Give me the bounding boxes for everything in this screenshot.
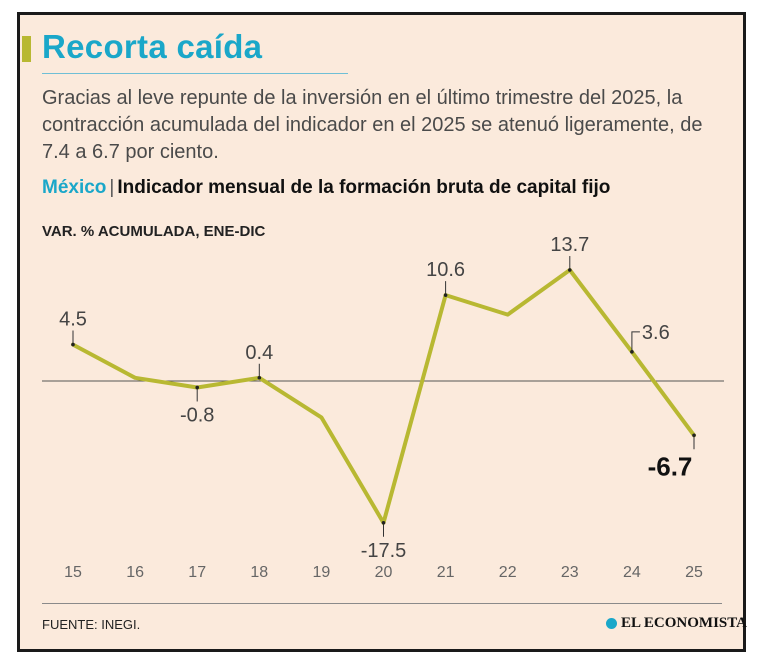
data-label-latest: -6.7 [648,451,693,481]
x-tick-label-23: 23 [561,564,579,581]
data-label: 0.4 [245,342,273,364]
x-tick-label-21: 21 [437,564,455,581]
data-point-marker [692,433,696,438]
brand-mark-icon [606,618,617,629]
data-label: 10.6 [426,259,465,281]
x-tick-label-15: 15 [64,564,82,581]
data-point-marker [257,375,262,380]
chart-subtitle: México | Indicador mensual de la formación… [42,177,610,199]
title-underline [42,73,348,74]
title-accent-bar [22,36,31,62]
data-label-leader [631,331,640,352]
series-line-m-xico [71,268,696,525]
description: Gracias al leve repunte de la inversión … [42,87,703,163]
data-label: 13.7 [550,234,589,256]
source-note: FUENTE: INEGI. [42,617,141,632]
data-point-marker [71,342,75,347]
data-point-marker [443,293,448,297]
x-tick-label-19: 19 [313,564,331,581]
page-title: Recorta caída [42,28,263,65]
x-tick-label-25: 25 [685,564,703,581]
data-point-marker [630,350,634,354]
x-tick-label-17: 17 [188,564,206,581]
data-label: -17.5 [361,540,407,562]
brand-name: EL ECONOMISTA [621,615,747,631]
data-point-marker [381,520,386,525]
country-label: México [42,177,107,198]
data-label: 3.6 [642,322,670,344]
data-point-marker [568,268,572,272]
unit-label: VAR. % ACUMULADA, ENE-DIC [42,223,266,240]
data-label: -0.8 [180,404,214,426]
x-tick-label-16: 16 [126,564,144,581]
footer-divider [42,603,722,604]
data-point-marker [195,385,199,390]
x-tick-label-22: 22 [499,564,517,581]
subtitle-separator: | [109,177,115,198]
infographic-frame [17,12,746,652]
indicator-title: Indicador mensual de la formación bruta … [117,177,611,198]
x-tick-label-24: 24 [623,564,641,581]
data-label: 4.5 [59,309,87,331]
brand-logo: EL ECONOMISTA [606,615,747,632]
x-tick-label-18: 18 [250,564,268,581]
x-tick-label-20: 20 [375,564,393,581]
